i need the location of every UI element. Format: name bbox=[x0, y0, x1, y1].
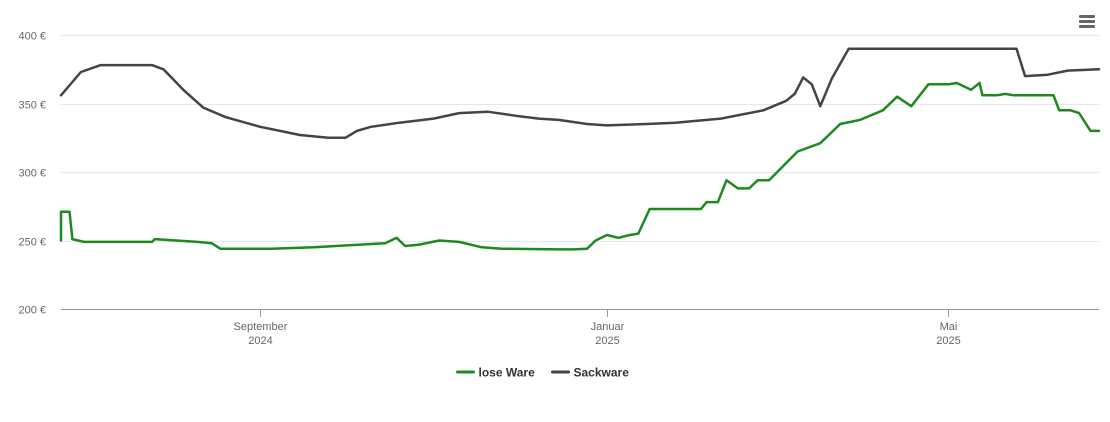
menu-icon-bar bbox=[1079, 25, 1095, 28]
series-lines bbox=[59, 47, 1101, 251]
legend[interactable]: lose Ware Sackware bbox=[456, 366, 630, 380]
legend-item-sackware[interactable]: Sackware bbox=[551, 366, 630, 380]
y-tick-label: 400 € bbox=[18, 31, 46, 43]
y-tick-label: 300 € bbox=[18, 168, 46, 180]
y-tick-label: 200 € bbox=[18, 305, 46, 317]
y-tick-label: 250 € bbox=[18, 237, 46, 249]
grid-lines bbox=[61, 35, 1099, 242]
x-tick-label-year: 2024 bbox=[248, 335, 272, 347]
y-axis-labels: 200 € 250 € 300 € 350 € 400 € bbox=[18, 31, 46, 317]
x-tick-label-year: 2025 bbox=[936, 335, 960, 347]
x-tick-label-month: Mai bbox=[940, 321, 958, 333]
y-tick-label: 350 € bbox=[18, 100, 46, 112]
x-tick-label-month: Januar bbox=[591, 321, 625, 333]
chart-menu-button[interactable] bbox=[1077, 12, 1099, 32]
legend-label: lose Ware bbox=[479, 366, 536, 380]
menu-icon-bar bbox=[1079, 20, 1095, 23]
legend-label: Sackware bbox=[574, 366, 630, 380]
x-tick-label-year: 2025 bbox=[595, 335, 619, 347]
x-axis: September 2024 Januar 2025 Mai 2025 bbox=[61, 309, 1099, 347]
series-line-sackware bbox=[59, 47, 1101, 140]
x-tick-label-month: September bbox=[234, 321, 288, 333]
menu-icon-bar bbox=[1079, 15, 1095, 18]
series-line-lose-ware bbox=[59, 81, 1101, 251]
legend-item-lose-ware[interactable]: lose Ware bbox=[456, 366, 536, 380]
